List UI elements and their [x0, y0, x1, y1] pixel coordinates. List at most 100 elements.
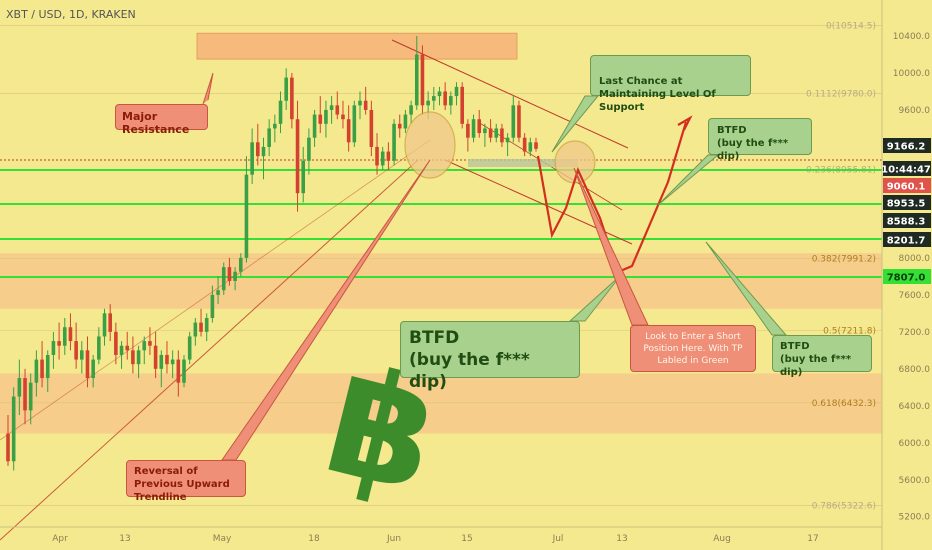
- candle-body-77: [443, 91, 447, 106]
- last-chance-label: Last Chance at Maintaining Level Of Supp…: [599, 76, 716, 113]
- candle-body-49: [284, 77, 288, 101]
- y-tick-label-11: 6000.0: [899, 439, 931, 449]
- candle-body-30: [176, 359, 181, 383]
- price-tag-box-4: [883, 213, 931, 228]
- candle-body-0: [6, 433, 10, 462]
- price-tag-label-6: 7807.0: [887, 273, 926, 284]
- candle-body-92: [528, 142, 533, 152]
- candle-body-66: [380, 151, 385, 166]
- candle-body-25: [148, 341, 152, 346]
- x-tick-label-0: Apr: [52, 534, 68, 544]
- price-tag-4: 8588.3: [883, 213, 931, 228]
- btfd-right-callout: BTFD (buy the f*** dip): [772, 335, 872, 378]
- candle-body-55: [318, 114, 323, 124]
- candle-body-51: [295, 119, 300, 194]
- candle-body-74: [426, 100, 430, 106]
- upward-trendline: [0, 159, 419, 541]
- candle-body-38: [221, 267, 226, 291]
- candle-body-9: [57, 341, 61, 346]
- candle-body-21: [125, 345, 130, 351]
- x-tick-label-8: Aug: [713, 534, 731, 544]
- candle-body-13: [80, 350, 84, 360]
- price-tag-label-4: 8588.3: [887, 217, 926, 228]
- projected-path-arrowhead: [677, 115, 693, 131]
- candle-body-15: [91, 359, 95, 379]
- price-tag-box-2: [883, 178, 931, 193]
- candle-body-75: [432, 96, 436, 101]
- last-chance-callout: Last Chance at Maintaining Level Of Supp…: [590, 55, 751, 113]
- x-tick-label-1: 13: [119, 534, 130, 544]
- resistance-box: [196, 32, 518, 60]
- candle-body-16: [97, 336, 101, 360]
- price-tag-3: 8953.5: [883, 195, 931, 210]
- candle-body-71: [409, 105, 413, 115]
- y-tick-label-2: 9600.0: [899, 106, 931, 116]
- candle-body-2: [17, 378, 22, 397]
- x-tick-label-2: May: [213, 534, 232, 544]
- upward-trendline-outer: [0, 139, 431, 441]
- fib-label-4: 0.5(7211.8): [823, 327, 876, 337]
- candle-body-80: [460, 86, 464, 124]
- price-tag-box-5: [883, 232, 931, 247]
- btfd-top-title: BTFD: [717, 125, 747, 136]
- candle-body-85: [488, 128, 493, 138]
- candle-body-70: [403, 114, 408, 129]
- price-tag-box-6: [883, 269, 931, 284]
- candle-body-42: [244, 174, 249, 258]
- candle-body-10: [62, 327, 67, 346]
- candle-body-59: [341, 114, 345, 120]
- fib-label-0: 0(10514.5): [826, 21, 876, 31]
- reversal-callout: Reversal of Previous Upward Trendline: [126, 460, 246, 503]
- candle-body-5: [34, 359, 39, 383]
- major-resistance-label: Major Resistance: [122, 110, 190, 136]
- candle-body-37: [216, 290, 220, 295]
- btfd-big-title: BTFD: [409, 328, 460, 348]
- candle-body-50: [290, 77, 294, 120]
- fib-label-6: 0.786(5322.6): [812, 501, 876, 511]
- candle-body-69: [397, 123, 402, 129]
- candle-body-28: [165, 354, 169, 365]
- candle-body-54: [312, 114, 317, 138]
- candle-body-39: [227, 267, 232, 281]
- candle-body-81: [466, 123, 470, 138]
- candle-body-4: [28, 382, 33, 411]
- candle-body-41: [238, 257, 243, 272]
- candle-body-93: [534, 142, 538, 149]
- candle-body-35: [204, 317, 209, 332]
- candle-body-56: [324, 109, 328, 124]
- candle-body-47: [273, 123, 277, 129]
- candle-body-88: [505, 137, 510, 143]
- candle-body-62: [358, 100, 362, 106]
- candle-body-84: [483, 128, 487, 134]
- candle-body-11: [68, 327, 73, 342]
- major-resistance-callout: Major Resistance: [115, 104, 208, 136]
- fib-label-5: 0.618(6432.3): [812, 399, 876, 409]
- candle-body-58: [335, 105, 340, 115]
- candle-body-33: [193, 322, 198, 337]
- candle-body-18: [108, 313, 112, 332]
- candle-body-76: [437, 91, 442, 97]
- candle-body-53: [307, 137, 311, 161]
- candle-body-24: [142, 341, 147, 351]
- price-tag-label-0: 9166.2: [887, 142, 926, 153]
- candle-body-72: [414, 54, 419, 106]
- btfd-right-sub: (buy the f*** dip): [780, 354, 852, 378]
- candle-body-31: [182, 359, 186, 383]
- candle-body-63: [363, 100, 368, 110]
- candle-body-27: [159, 354, 164, 369]
- x-tick-label-6: Jul: [552, 534, 564, 544]
- candle-body-34: [199, 322, 203, 332]
- candle-body-40: [233, 271, 237, 281]
- y-tick-label-10: 6400.0: [899, 402, 931, 412]
- price-tag-box-0: [883, 138, 931, 153]
- candle-body-65: [375, 146, 379, 166]
- candle-body-7: [45, 354, 50, 379]
- btfd-top-callout: BTFD (buy the f*** dip): [708, 118, 812, 162]
- candle-body-36: [210, 294, 215, 318]
- y-tick-label-7: 7600.0: [899, 291, 931, 301]
- price-tag-label-1: 10:44:47: [881, 165, 931, 176]
- candle-body-91: [522, 137, 527, 152]
- candle-body-87: [500, 128, 504, 143]
